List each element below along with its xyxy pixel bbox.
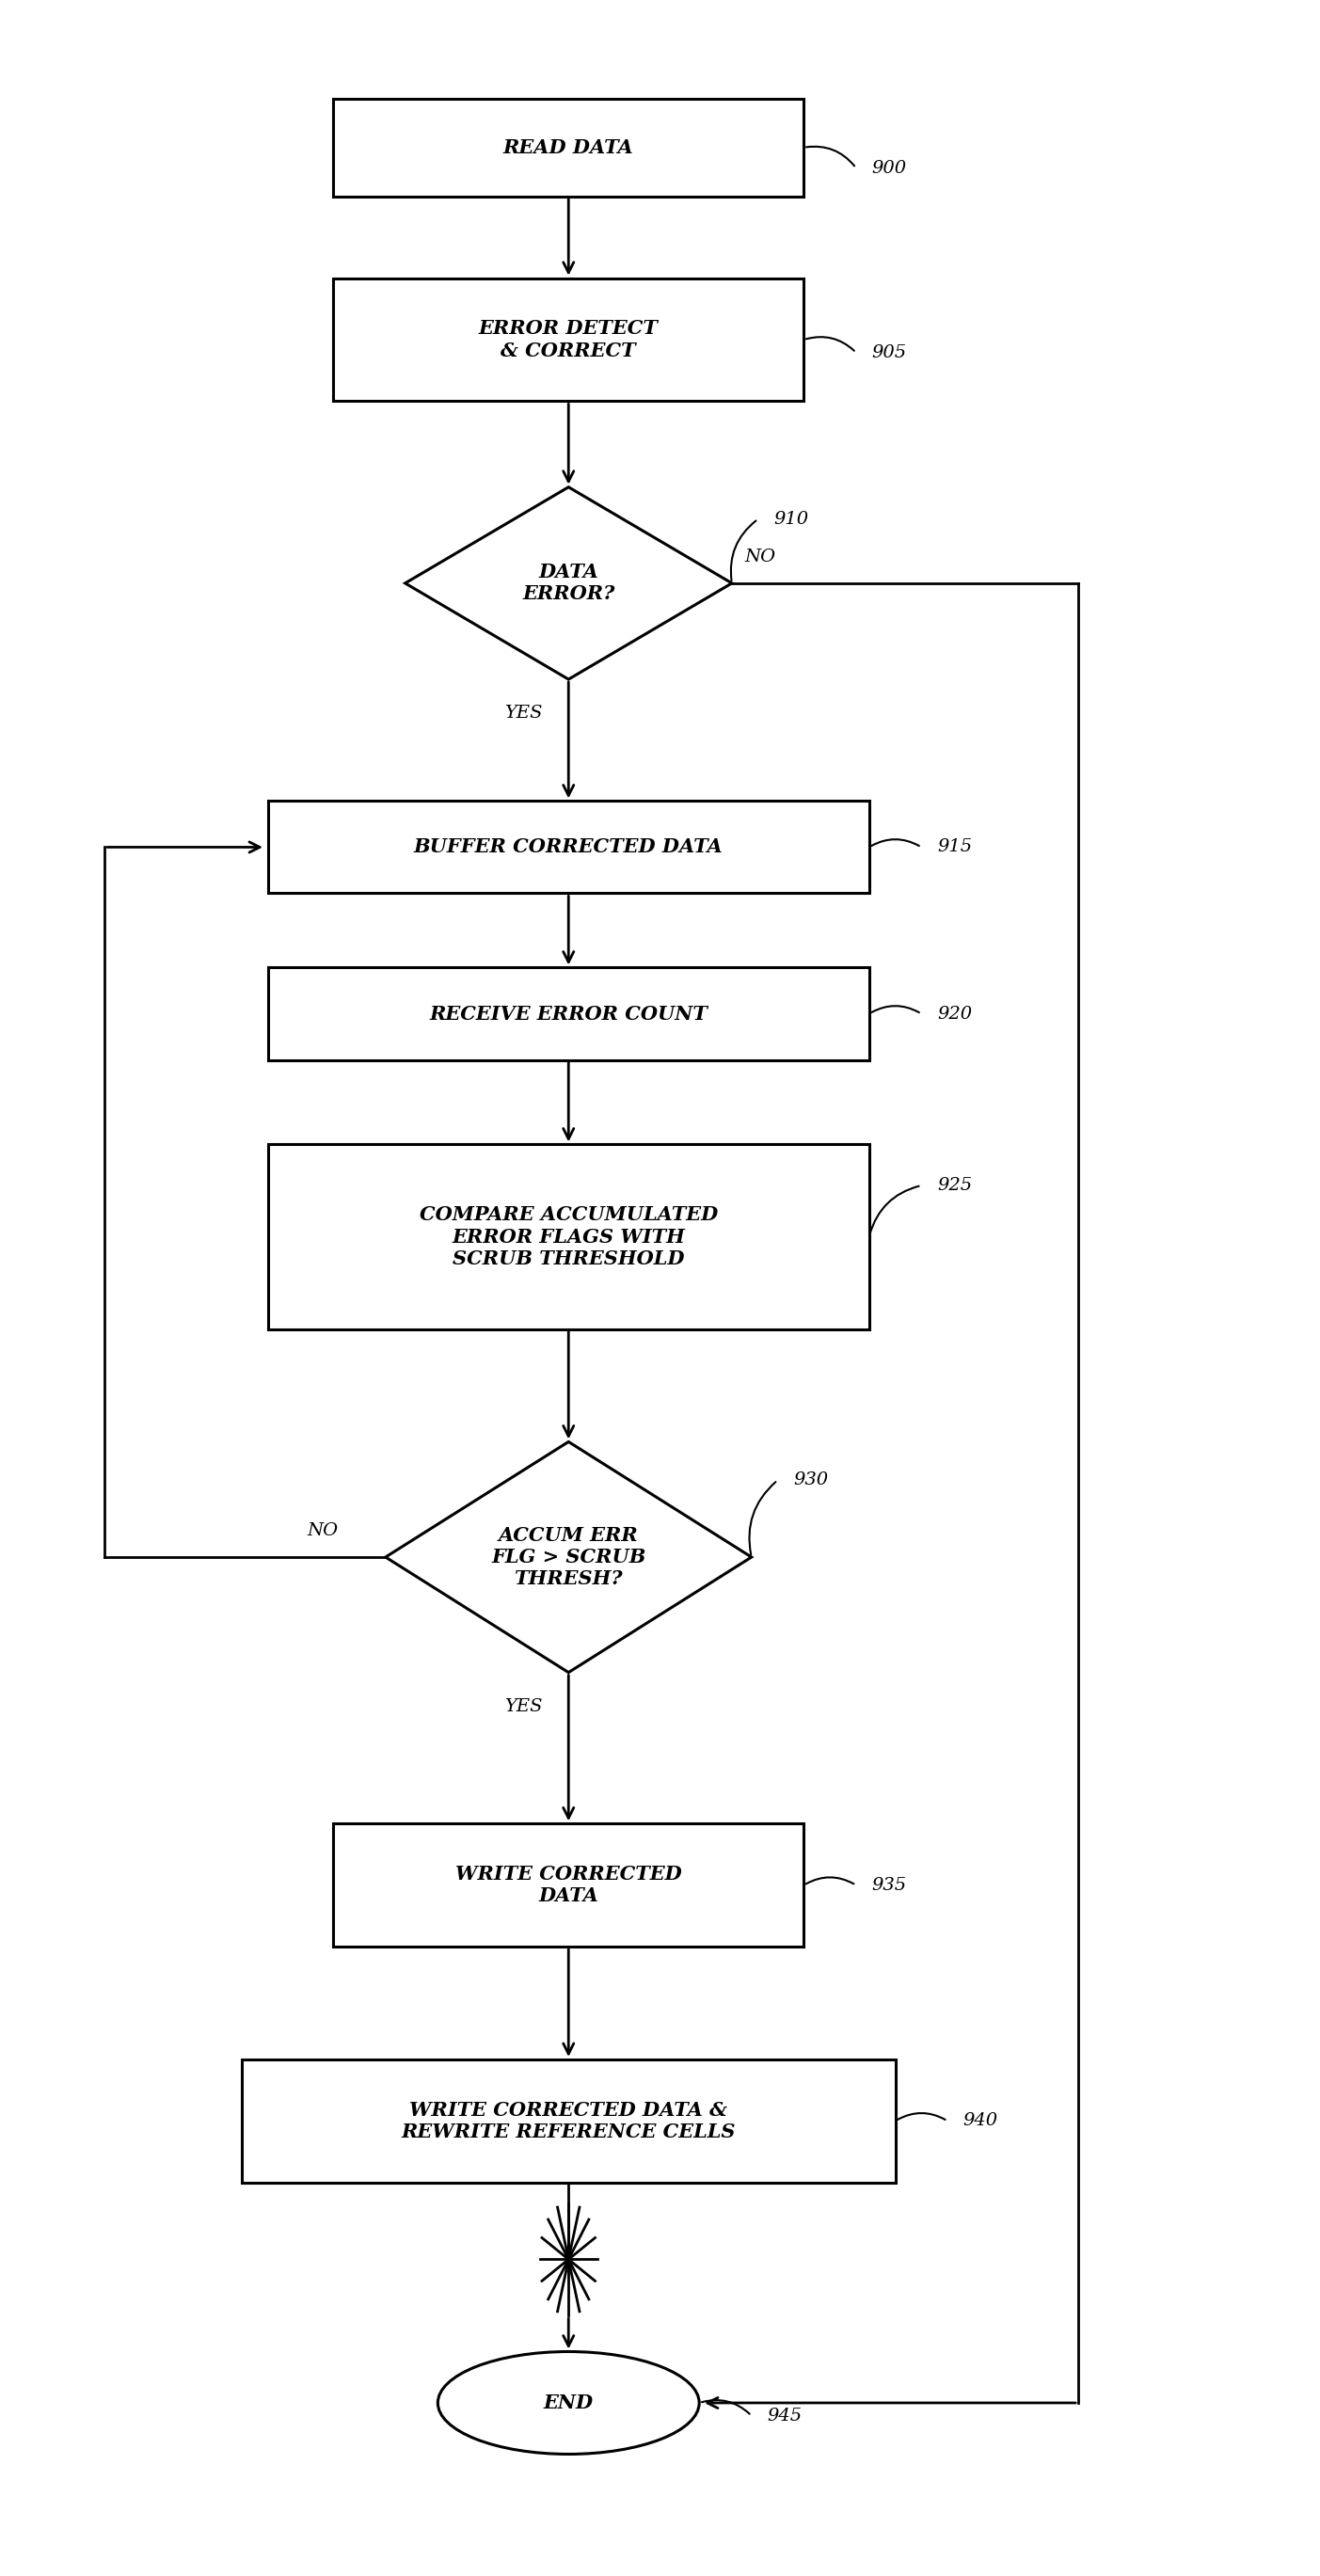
Text: 900: 900 bbox=[871, 160, 907, 178]
Text: DATA
ERROR?: DATA ERROR? bbox=[523, 564, 615, 603]
Text: 925: 925 bbox=[937, 1177, 972, 1193]
Text: READ DATA: READ DATA bbox=[503, 139, 634, 157]
Text: WRITE CORRECTED DATA &
REWRITE REFERENCE CELLS: WRITE CORRECTED DATA & REWRITE REFERENCE… bbox=[401, 2099, 735, 2141]
Text: 920: 920 bbox=[937, 1005, 972, 1023]
FancyBboxPatch shape bbox=[333, 278, 804, 402]
Text: WRITE CORRECTED
DATA: WRITE CORRECTED DATA bbox=[455, 1865, 681, 1906]
Text: YES: YES bbox=[504, 706, 543, 721]
Text: 910: 910 bbox=[774, 510, 809, 528]
Text: 930: 930 bbox=[793, 1471, 828, 1489]
FancyBboxPatch shape bbox=[242, 2058, 895, 2182]
Polygon shape bbox=[405, 487, 731, 680]
Text: ACCUM ERR
FLG > SCRUB
THRESH?: ACCUM ERR FLG > SCRUB THRESH? bbox=[491, 1525, 645, 1589]
FancyBboxPatch shape bbox=[268, 969, 869, 1059]
FancyBboxPatch shape bbox=[333, 1824, 804, 1947]
Text: 905: 905 bbox=[871, 345, 907, 361]
Text: RECEIVE ERROR COUNT: RECEIVE ERROR COUNT bbox=[429, 1005, 708, 1023]
Text: COMPARE ACCUMULATED
ERROR FLAGS WITH
SCRUB THRESHOLD: COMPARE ACCUMULATED ERROR FLAGS WITH SCR… bbox=[420, 1206, 718, 1267]
Text: YES: YES bbox=[504, 1698, 543, 1716]
Text: NO: NO bbox=[308, 1522, 338, 1540]
Ellipse shape bbox=[438, 2352, 700, 2455]
FancyBboxPatch shape bbox=[268, 801, 869, 894]
Text: 940: 940 bbox=[964, 2112, 998, 2130]
Text: NO: NO bbox=[744, 549, 776, 564]
Text: 945: 945 bbox=[767, 2406, 803, 2424]
Text: 935: 935 bbox=[871, 1878, 907, 1893]
FancyBboxPatch shape bbox=[333, 98, 804, 196]
FancyBboxPatch shape bbox=[268, 1144, 869, 1329]
Text: BUFFER CORRECTED DATA: BUFFER CORRECTED DATA bbox=[414, 837, 723, 858]
Text: END: END bbox=[544, 2393, 594, 2411]
Polygon shape bbox=[385, 1443, 751, 1672]
Text: ERROR DETECT
& CORRECT: ERROR DETECT & CORRECT bbox=[479, 319, 659, 361]
Text: 915: 915 bbox=[937, 840, 972, 855]
